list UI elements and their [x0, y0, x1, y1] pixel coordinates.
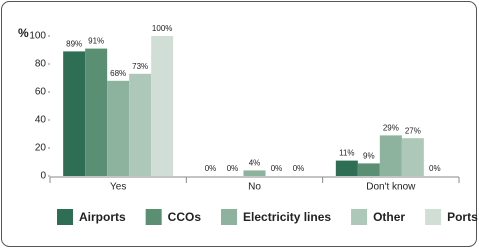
bar: [151, 36, 174, 176]
legend-swatch: [57, 209, 73, 225]
value-label: 0%: [429, 164, 441, 173]
y-tick-label: 20: [35, 143, 47, 154]
value-label: 29%: [383, 124, 399, 133]
x-tick-label: No: [248, 182, 261, 193]
value-label: 0%: [271, 164, 283, 173]
y-axis-label: %: [18, 26, 29, 40]
legend-swatch: [221, 209, 238, 225]
value-label: 91%: [88, 37, 104, 46]
value-label: 68%: [110, 69, 126, 78]
bar: [357, 163, 380, 176]
bar: [335, 160, 358, 176]
y-tick-label: 60: [35, 87, 47, 98]
value-label: 9%: [363, 152, 375, 161]
value-label: 89%: [66, 40, 82, 49]
legend-label: CCOs: [168, 210, 202, 224]
legend-swatch: [145, 209, 162, 225]
legend-label: Other: [373, 210, 405, 224]
bar: [243, 170, 266, 176]
bar: [379, 135, 402, 176]
value-label: 0%: [205, 164, 217, 173]
value-label: 27%: [405, 126, 421, 135]
value-label: 0%: [227, 164, 239, 173]
value-label: 73%: [132, 62, 148, 71]
bar: [401, 138, 424, 176]
bar: [107, 80, 130, 176]
y-tick-label: 40: [35, 115, 47, 126]
value-label: 4%: [249, 159, 261, 168]
y-tick-label: 0: [40, 171, 46, 182]
bar: [85, 48, 108, 176]
frame: [1, 1, 477, 247]
legend-swatch: [351, 209, 368, 225]
value-label: 11%: [339, 149, 354, 158]
y-tick-label: 80: [35, 59, 47, 70]
x-tick-label: Yes: [110, 182, 126, 193]
value-label: 0%: [293, 164, 305, 173]
bar: [129, 73, 152, 176]
value-label: 100%: [152, 24, 172, 33]
legend-label: Ports: [447, 210, 478, 224]
x-tick-label: Don't know: [366, 182, 416, 193]
y-tick-label: 100: [29, 31, 46, 42]
legend-label: Electricity lines: [243, 210, 331, 224]
legend-label: Airports: [79, 210, 126, 224]
bar: [63, 51, 86, 176]
legend-swatch: [425, 209, 442, 225]
